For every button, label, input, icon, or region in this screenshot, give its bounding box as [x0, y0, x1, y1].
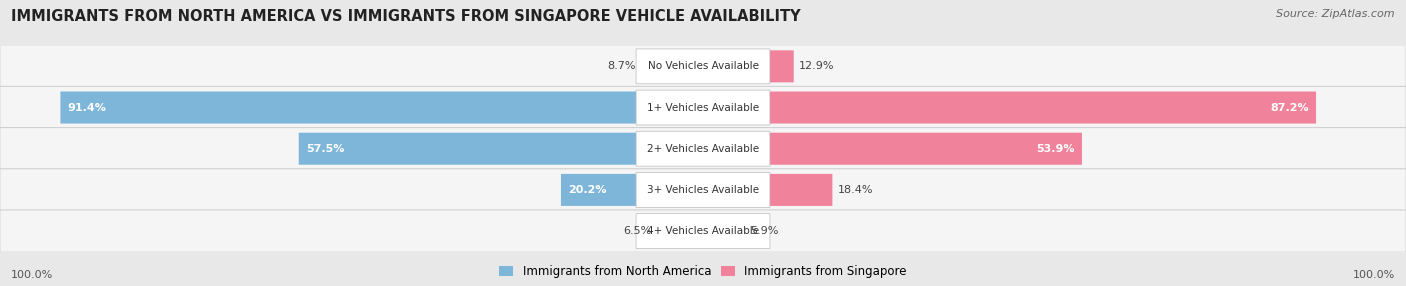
Text: 100.0%: 100.0% [11, 270, 53, 280]
FancyBboxPatch shape [636, 90, 770, 125]
FancyBboxPatch shape [703, 50, 794, 82]
Text: 2+ Vehicles Available: 2+ Vehicles Available [647, 144, 759, 154]
Text: 12.9%: 12.9% [799, 61, 835, 71]
Text: 87.2%: 87.2% [1271, 103, 1309, 112]
Text: 20.2%: 20.2% [568, 185, 606, 195]
FancyBboxPatch shape [641, 50, 703, 82]
FancyBboxPatch shape [657, 215, 703, 247]
FancyBboxPatch shape [0, 169, 1406, 211]
FancyBboxPatch shape [298, 133, 703, 165]
FancyBboxPatch shape [636, 131, 770, 166]
FancyBboxPatch shape [0, 45, 1406, 88]
Text: Source: ZipAtlas.com: Source: ZipAtlas.com [1277, 9, 1395, 19]
Text: 3+ Vehicles Available: 3+ Vehicles Available [647, 185, 759, 195]
FancyBboxPatch shape [703, 92, 1316, 124]
FancyBboxPatch shape [703, 215, 745, 247]
FancyBboxPatch shape [636, 172, 770, 207]
Text: 5.9%: 5.9% [751, 226, 779, 236]
Text: 53.9%: 53.9% [1036, 144, 1074, 154]
Text: No Vehicles Available: No Vehicles Available [648, 61, 758, 71]
Text: 57.5%: 57.5% [307, 144, 344, 154]
Text: 18.4%: 18.4% [838, 185, 873, 195]
FancyBboxPatch shape [703, 174, 832, 206]
FancyBboxPatch shape [0, 128, 1406, 170]
FancyBboxPatch shape [636, 49, 770, 84]
FancyBboxPatch shape [60, 92, 703, 124]
Legend: Immigrants from North America, Immigrants from Singapore: Immigrants from North America, Immigrant… [496, 262, 910, 280]
FancyBboxPatch shape [0, 86, 1406, 129]
Text: 6.5%: 6.5% [623, 226, 652, 236]
Text: 100.0%: 100.0% [1353, 270, 1395, 280]
Text: 1+ Vehicles Available: 1+ Vehicles Available [647, 103, 759, 112]
Text: 91.4%: 91.4% [67, 103, 107, 112]
FancyBboxPatch shape [703, 133, 1083, 165]
FancyBboxPatch shape [561, 174, 703, 206]
Text: 4+ Vehicles Available: 4+ Vehicles Available [647, 226, 759, 236]
FancyBboxPatch shape [0, 210, 1406, 252]
Text: IMMIGRANTS FROM NORTH AMERICA VS IMMIGRANTS FROM SINGAPORE VEHICLE AVAILABILITY: IMMIGRANTS FROM NORTH AMERICA VS IMMIGRA… [11, 9, 801, 23]
FancyBboxPatch shape [636, 214, 770, 249]
Text: 8.7%: 8.7% [607, 61, 637, 71]
